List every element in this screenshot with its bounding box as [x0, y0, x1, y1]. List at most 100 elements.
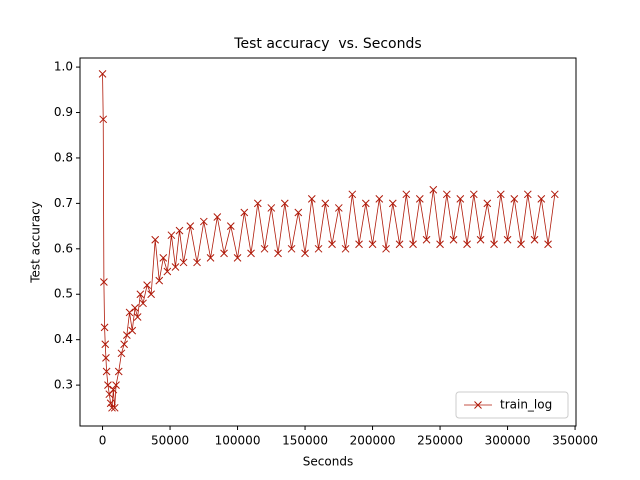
x-tick-label: 350000 — [552, 434, 598, 448]
x-axis-label: Seconds — [303, 455, 353, 469]
data-marker — [496, 190, 505, 199]
data-marker — [139, 299, 147, 308]
data-marker — [388, 199, 397, 208]
data-marker — [280, 199, 289, 208]
data-marker — [120, 340, 128, 349]
data-marker — [117, 349, 126, 358]
data-marker — [220, 249, 228, 258]
data-marker — [483, 199, 492, 208]
data-marker — [175, 226, 184, 235]
y-axis-label: Test accuracy — [29, 201, 43, 284]
data-marker — [128, 326, 137, 335]
data-marker — [151, 235, 160, 244]
data-marker — [449, 235, 458, 244]
data-marker — [334, 204, 343, 212]
data-marker — [125, 308, 134, 317]
data-marker — [436, 240, 444, 249]
data-marker — [267, 204, 276, 212]
data-marker — [368, 240, 377, 249]
y-tick-label: 0.8 — [54, 150, 73, 164]
chart-title: Test accuracy vs. Seconds — [233, 36, 421, 52]
data-marker — [287, 244, 296, 253]
data-marker — [102, 353, 110, 362]
legend-box — [455, 391, 569, 419]
x-tick-label: 50000 — [151, 434, 189, 448]
data-marker — [348, 190, 357, 199]
data-marker — [442, 190, 451, 199]
data-marker — [456, 194, 465, 203]
data-marker — [100, 323, 109, 332]
data-marker — [131, 304, 139, 312]
data-marker — [98, 70, 107, 78]
data-marker — [301, 249, 309, 258]
y-tick-label: 1.0 — [54, 60, 73, 74]
x-tick-label: 200000 — [350, 434, 396, 448]
data-marker — [503, 235, 512, 244]
data-marker — [490, 240, 498, 249]
y-tick-label: 0.5 — [54, 287, 73, 301]
data-marker — [476, 235, 485, 244]
x-tick-label: 300000 — [485, 434, 531, 448]
data-marker — [247, 249, 255, 258]
data-marker — [382, 244, 390, 253]
data-marker — [355, 240, 363, 249]
data-marker — [550, 190, 559, 199]
data-marker — [395, 240, 404, 249]
data-marker — [102, 367, 111, 376]
data-marker — [101, 340, 110, 349]
data-marker — [100, 278, 108, 286]
data-marker — [110, 403, 119, 412]
x-tick-label: 250000 — [417, 434, 463, 448]
data-marker — [523, 190, 532, 199]
data-marker — [159, 254, 168, 262]
data-marker — [375, 194, 384, 203]
data-marker — [108, 403, 116, 412]
data-marker — [415, 194, 424, 203]
data-marker — [155, 276, 164, 285]
data-marker — [328, 240, 336, 249]
data-marker — [422, 235, 431, 244]
data-marker — [307, 194, 316, 203]
x-tick-label: 150000 — [282, 434, 328, 448]
data-marker — [143, 281, 151, 290]
data-marker — [321, 199, 330, 208]
data-marker — [109, 385, 118, 394]
data-marker — [530, 235, 539, 244]
data-marker — [537, 194, 546, 203]
data-marker — [186, 222, 195, 230]
data-marker — [171, 263, 180, 271]
data-marker — [167, 231, 176, 240]
data-marker — [193, 258, 201, 267]
data-marker — [402, 190, 411, 199]
data-marker — [136, 290, 145, 299]
data-marker — [112, 381, 120, 389]
data-marker — [226, 222, 235, 230]
data-marker — [163, 267, 172, 276]
data-marker — [260, 244, 269, 253]
data-marker — [314, 244, 323, 253]
data-marker — [233, 254, 242, 262]
data-marker — [122, 331, 131, 339]
data-marker — [294, 208, 303, 217]
data-marker — [274, 249, 282, 258]
data-marker — [544, 240, 552, 249]
legend-label: train_log — [500, 398, 552, 412]
data-marker — [147, 290, 155, 299]
data-marker — [179, 258, 188, 267]
data-marker — [104, 381, 112, 389]
data-marker — [361, 199, 370, 208]
plot-frame — [79, 57, 577, 427]
data-marker — [199, 217, 208, 226]
data-marker — [469, 190, 478, 199]
data-marker — [409, 240, 417, 249]
data-marker — [206, 254, 215, 262]
data-marker — [133, 313, 142, 321]
y-tick-label: 0.4 — [54, 332, 73, 346]
y-tick-label: 0.3 — [54, 378, 73, 392]
data-marker — [429, 185, 438, 194]
y-tick-label: 0.6 — [54, 241, 73, 255]
data-marker — [240, 208, 249, 217]
y-tick-label: 0.9 — [54, 105, 73, 119]
data-marker — [341, 244, 350, 253]
